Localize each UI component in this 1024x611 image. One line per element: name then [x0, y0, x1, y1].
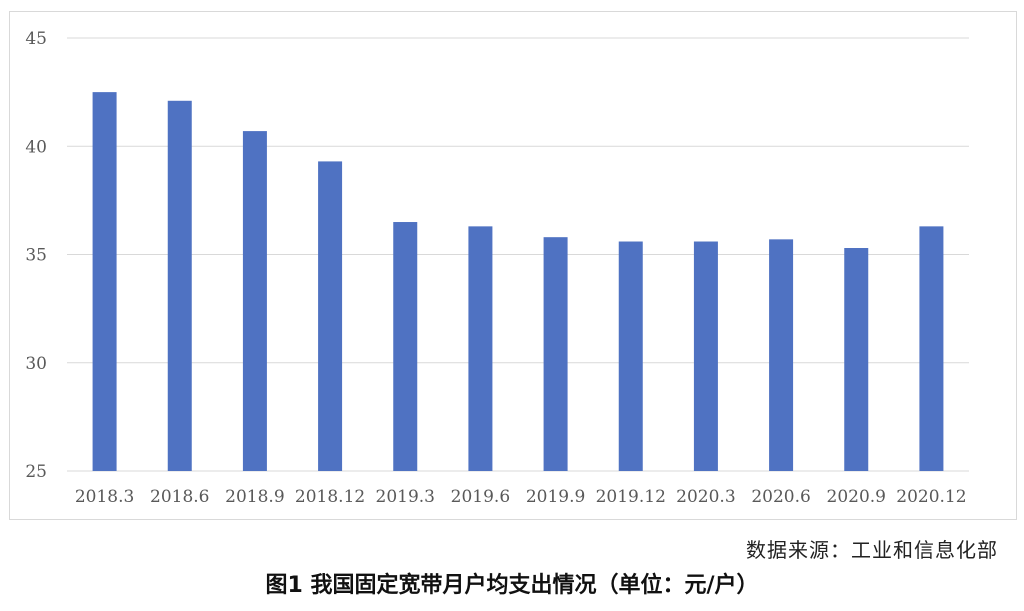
- x-tick-label: 2019.9: [526, 487, 585, 507]
- x-tick-label: 2019.6: [451, 487, 510, 507]
- x-tick-label: 2018.12: [295, 487, 365, 507]
- figure-caption: 图1 我国固定宽带月户均支出情况（单位：元/户）: [265, 573, 759, 598]
- x-axis-ticks: 2018.3 2018.6 2018.9 2018.12 2019.3 2019.6 201…: [75, 487, 967, 507]
- x-tick-label: 2018.6: [150, 487, 209, 507]
- source-note: 数据来源：工业和信息化部: [746, 538, 998, 562]
- bar-2019.6: [468, 226, 493, 471]
- bar-2020.9: [844, 248, 869, 471]
- x-tick-label: 2019.3: [376, 487, 435, 507]
- x-tick-label: 2020.12: [896, 487, 966, 507]
- bar-2019.3: [393, 222, 418, 471]
- y-tick-label: 35: [25, 246, 47, 266]
- bar-2018.6: [167, 100, 192, 471]
- y-tick-label: 45: [25, 29, 47, 49]
- bar-2020.12: [919, 226, 944, 471]
- y-tick-label: 30: [25, 354, 47, 374]
- gridlines: [67, 37, 969, 472]
- y-tick-label: 40: [25, 137, 47, 157]
- y-axis-ticks: 25 30 35 40 45: [25, 29, 47, 482]
- x-tick-label: 2020.6: [751, 487, 810, 507]
- bar-2018.12: [318, 161, 343, 471]
- bar-2019.12: [618, 241, 643, 471]
- bar-2020.3: [693, 241, 718, 471]
- bar-2018.9: [242, 131, 267, 471]
- x-tick-label: 2020.3: [676, 487, 735, 507]
- bars: [92, 92, 944, 471]
- x-tick-label: 2018.3: [75, 487, 134, 507]
- bar-2018.3: [92, 92, 117, 471]
- x-tick-label: 2019.12: [596, 487, 666, 507]
- x-tick-label: 2020.9: [827, 487, 886, 507]
- x-tick-label: 2018.9: [225, 487, 284, 507]
- y-tick-label: 25: [25, 462, 47, 482]
- bar-2019.9: [543, 237, 568, 471]
- bar-2020.6: [769, 239, 794, 471]
